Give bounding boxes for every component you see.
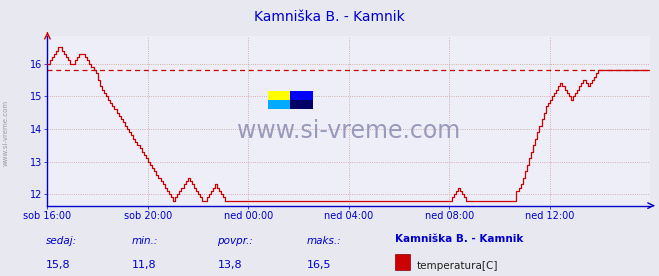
Bar	[291, 91, 314, 100]
Text: www.si-vreme.com: www.si-vreme.com	[2, 99, 9, 166]
Text: 11,8: 11,8	[132, 260, 156, 270]
Text: maks.:: maks.:	[306, 236, 341, 246]
Bar	[291, 100, 314, 109]
Text: www.si-vreme.com: www.si-vreme.com	[237, 119, 461, 143]
Text: Kamniška B. - Kamnik: Kamniška B. - Kamnik	[395, 233, 524, 243]
Text: 13,8: 13,8	[217, 260, 242, 270]
Text: sedaj:: sedaj:	[46, 236, 77, 246]
Text: temperatura[C]: temperatura[C]	[416, 261, 498, 271]
Text: 15,8: 15,8	[46, 260, 71, 270]
Text: povpr.:: povpr.:	[217, 236, 253, 246]
Text: 16,5: 16,5	[306, 260, 331, 270]
Bar	[268, 91, 291, 100]
Bar	[268, 100, 291, 109]
Text: min.:: min.:	[132, 236, 158, 246]
Text: Kamniška B. - Kamnik: Kamniška B. - Kamnik	[254, 10, 405, 24]
